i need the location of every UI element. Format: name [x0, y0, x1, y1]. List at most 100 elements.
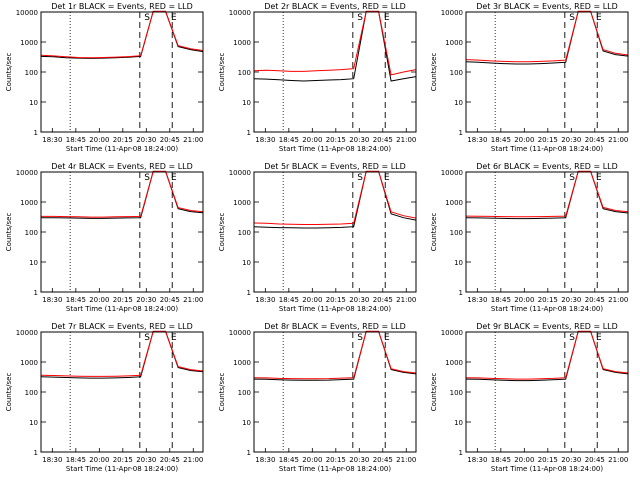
panel-title: Det 9r BLACK = Events, RED = LLD: [476, 322, 618, 331]
series-line-red-lld: [41, 170, 204, 218]
y-tick-label: 100: [450, 389, 463, 397]
marker-label-s: S: [144, 173, 150, 183]
y-tick-label: 1: [247, 289, 251, 297]
marker-label-e: E: [384, 333, 390, 343]
x-axis-label: Start Time (11-Apr-08 18:24:00): [66, 305, 178, 313]
panel-title: Det 6r BLACK = Events, RED = LLD: [476, 162, 618, 171]
x-tick-label: 20:00: [514, 456, 534, 464]
y-tick-label: 1: [34, 289, 38, 297]
x-axis-label: Start Time (11-Apr-08 18:24:00): [279, 305, 391, 313]
detector-panel-5: Det 5r BLACK = Events, RED = LLD S E 1 10 100…: [218, 162, 417, 313]
x-tick-label: 18:30: [42, 456, 62, 464]
x-tick-label: 18:45: [491, 296, 511, 304]
marker-label-s: S: [357, 13, 363, 23]
y-tick-label: 100: [238, 389, 251, 397]
series-line-black-events: [40, 10, 204, 59]
plot-frame: [40, 331, 204, 453]
y-axis-label: Counts/sec: [218, 373, 226, 412]
y-tick-label: 1: [459, 449, 463, 457]
marker-label-s: S: [569, 333, 575, 343]
y-tick-label: 10: [454, 259, 463, 267]
x-tick-label: 18:45: [491, 136, 511, 144]
plot-frame: [465, 171, 629, 293]
x-tick-label: 21:00: [396, 296, 416, 304]
y-tick-label: 1: [247, 449, 251, 457]
x-tick-label: 21:00: [183, 296, 203, 304]
y-tick-label: 1000: [233, 359, 251, 367]
x-tick-label: 18:45: [279, 456, 299, 464]
x-tick-label: 18:30: [467, 456, 487, 464]
y-tick-label: 10000: [16, 329, 38, 337]
y-tick-label: 1: [34, 129, 38, 137]
series-line-black-events: [465, 330, 629, 382]
y-axis-label: Counts/sec: [430, 53, 438, 92]
x-tick-label: 18:30: [255, 136, 275, 144]
detector-panel-8: Det 8r BLACK = Events, RED = LLD S E 1 10 100…: [218, 322, 417, 473]
y-tick-label: 10: [454, 99, 463, 107]
series-line-black-events: [253, 170, 417, 229]
x-tick-label: 18:30: [42, 296, 62, 304]
y-tick-label: 10: [242, 259, 251, 267]
x-tick-label: 21:00: [183, 456, 203, 464]
x-tick-label: 20:15: [538, 136, 558, 144]
marker-label-s: S: [569, 13, 575, 23]
marker-label-s: S: [569, 173, 575, 183]
x-tick-label: 20:45: [585, 136, 605, 144]
y-tick-label: 1: [34, 449, 38, 457]
series-line-red-lld: [465, 330, 629, 380]
y-tick-label: 1000: [20, 359, 38, 367]
detector-panel-2: Det 2r BLACK = Events, RED = LLD S E 1 10 100…: [218, 2, 417, 153]
x-tick-label: 20:45: [585, 296, 605, 304]
y-tick-label: 1000: [20, 199, 38, 207]
y-tick-label: 100: [25, 229, 38, 237]
x-axis-label: Start Time (11-Apr-08 18:24:00): [66, 145, 178, 153]
x-tick-label: 20:15: [538, 456, 558, 464]
series-line-red-lld: [40, 330, 204, 377]
x-tick-label: 20:30: [136, 296, 156, 304]
y-tick-label: 1: [459, 129, 463, 137]
y-tick-label: 1000: [20, 39, 38, 47]
y-tick-label: 100: [25, 389, 38, 397]
plot-frame: [465, 331, 629, 453]
marker-label-e: E: [596, 173, 602, 183]
marker-label-s: S: [357, 173, 363, 183]
y-axis-label: Counts/sec: [5, 213, 13, 252]
x-axis-label: Start Time (11-Apr-08 18:24:00): [491, 465, 603, 473]
x-tick-label: 20:15: [113, 456, 133, 464]
x-tick-label: 21:00: [608, 456, 628, 464]
x-tick-label: 20:00: [89, 296, 109, 304]
y-tick-label: 10000: [441, 9, 463, 17]
y-tick-label: 10: [242, 99, 251, 107]
panel-title: Det 1r BLACK = Events, RED = LLD: [51, 2, 193, 11]
plot-frame: [40, 171, 204, 293]
plot-frame: [253, 11, 417, 133]
y-tick-label: 10000: [441, 169, 463, 177]
x-tick-label: 21:00: [183, 136, 203, 144]
x-axis-label: Start Time (11-Apr-08 18:24:00): [279, 465, 391, 473]
series-line-black-events: [253, 10, 417, 82]
x-tick-label: 20:00: [514, 136, 534, 144]
y-tick-label: 1000: [445, 359, 463, 367]
y-tick-label: 10: [454, 419, 463, 427]
x-tick-label: 20:00: [89, 136, 109, 144]
y-axis-label: Counts/sec: [430, 373, 438, 412]
panel-title: Det 8r BLACK = Events, RED = LLD: [264, 322, 406, 331]
series-line-black-events: [41, 170, 204, 219]
x-tick-label: 18:45: [491, 456, 511, 464]
marker-label-e: E: [596, 13, 602, 23]
x-axis-label: Start Time (11-Apr-08 18:24:00): [279, 145, 391, 153]
series-line-red-lld: [253, 330, 417, 380]
x-tick-label: 20:00: [302, 296, 322, 304]
x-tick-label: 20:30: [561, 296, 581, 304]
y-tick-label: 100: [238, 229, 251, 237]
x-tick-label: 18:30: [467, 296, 487, 304]
x-tick-label: 18:30: [255, 456, 275, 464]
y-tick-label: 10: [29, 259, 38, 267]
x-tick-label: 20:00: [302, 136, 322, 144]
y-tick-label: 10000: [229, 9, 251, 17]
y-tick-label: 1: [459, 289, 463, 297]
x-tick-label: 20:30: [561, 136, 581, 144]
y-tick-label: 100: [238, 69, 251, 77]
x-axis-label: Start Time (11-Apr-08 18:24:00): [491, 305, 603, 313]
